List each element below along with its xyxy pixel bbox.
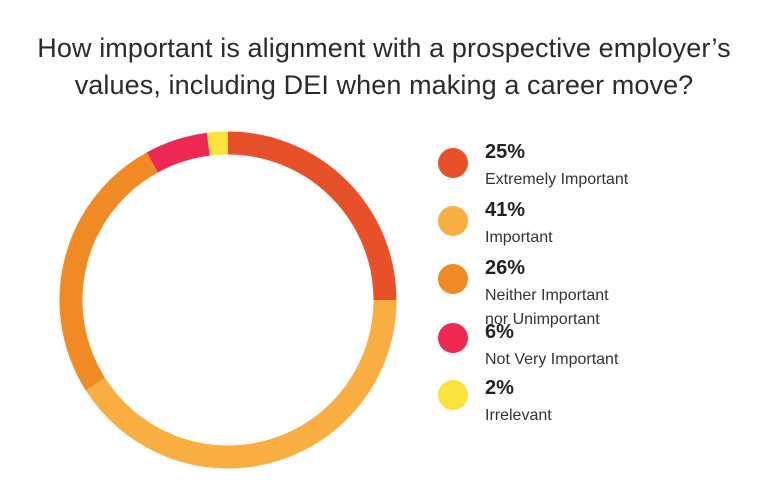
- legend-swatch: [438, 380, 468, 410]
- legend-swatch: [438, 148, 468, 178]
- legend-label: Not Very Important: [485, 351, 619, 368]
- donut-slice-3: [59, 152, 159, 391]
- legend-percent: 2%: [485, 377, 514, 399]
- legend-label: Neither Important: [485, 287, 609, 304]
- donut-slice-1: [227, 131, 397, 301]
- legend-percent: 41%: [485, 199, 526, 221]
- donut-slice-4: [146, 132, 211, 173]
- chart-title-line-1: How important is alignment with a prospe…: [37, 33, 731, 63]
- chart-title-line-2: values, including DEI when making a care…: [74, 70, 694, 100]
- legend-percent: 25%: [485, 141, 526, 163]
- donut-slice-5: [206, 131, 229, 156]
- legend-swatch: [438, 264, 468, 294]
- legend-percent: 26%: [485, 257, 526, 279]
- legend-swatch: [438, 206, 468, 236]
- legend-label: nor Unimportant: [485, 311, 600, 328]
- chart-title: How important is alignment with a prospe…: [0, 30, 768, 104]
- legend-percent: 6%: [485, 321, 514, 343]
- legend-swatch: [438, 323, 468, 353]
- donut-chart: [59, 131, 397, 469]
- legend-label: Important: [485, 229, 553, 246]
- legend-label: Irrelevant: [485, 407, 552, 424]
- legend-label: Extremely Important: [485, 171, 629, 188]
- donut-slice-2: [85, 299, 397, 469]
